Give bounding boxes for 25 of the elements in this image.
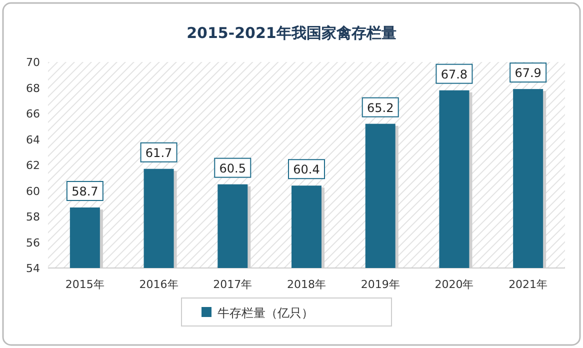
legend-label: 牛存栏量（亿只）: [218, 306, 314, 320]
data-label: 58.7: [72, 184, 98, 198]
x-tick-label: 2020年: [434, 278, 474, 291]
data-label: 60.4: [293, 162, 320, 177]
y-tick-label: 60: [26, 184, 40, 198]
x-tick-label: 2017年: [213, 278, 252, 291]
data-label: 67.8: [440, 67, 468, 82]
y-tick-label: 70: [26, 56, 40, 69]
y-tick-label: 56: [26, 236, 40, 250]
y-tick-label: 62: [26, 159, 40, 172]
y-tick-label: 66: [26, 108, 40, 120]
data-label: 60.5: [219, 161, 246, 176]
y-tick-label: 58: [26, 210, 40, 224]
x-tick-label: 2016年: [139, 278, 178, 291]
data-label: 65.2: [367, 100, 394, 115]
x-tick-label: 2018年: [287, 278, 326, 291]
y-tick-label: 68: [26, 82, 40, 95]
x-tick-label: 2019年: [360, 278, 400, 291]
data-label: 67.9: [514, 66, 542, 80]
y-tick-label: 64: [26, 133, 40, 146]
x-tick-label: 2015年: [65, 278, 104, 291]
y-tick-label: 54: [26, 262, 40, 275]
x-tick-label: 2021年: [508, 278, 548, 291]
chart-title: 2015-2021年我国家禽存栏量: [186, 24, 396, 42]
data-label: 61.7: [145, 146, 172, 160]
